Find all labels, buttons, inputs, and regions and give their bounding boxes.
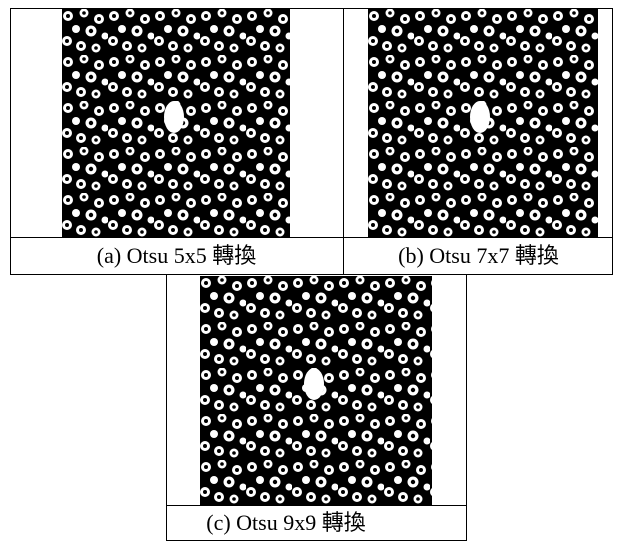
image-a — [62, 9, 290, 237]
caption: (c) Otsu 9x9 轉換 — [166, 505, 406, 541]
page: {"figures": [ {"caption": "(a) Otsu 5x5 … — [0, 0, 618, 548]
cell-divider — [343, 8, 344, 275]
image-b — [368, 9, 598, 237]
caption: (a) Otsu 5x5 轉換 — [10, 238, 343, 274]
caption: (b) Otsu 7x7 轉換 — [344, 238, 613, 274]
image-c — [200, 276, 432, 505]
